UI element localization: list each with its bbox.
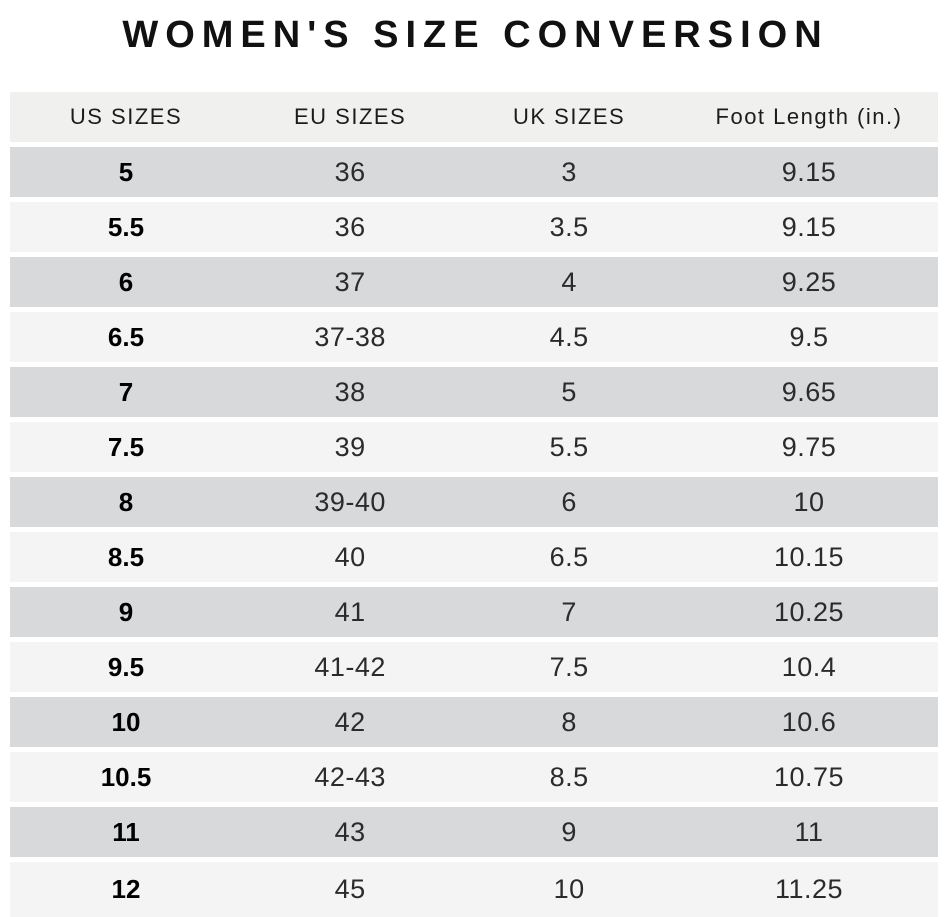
table-row: 5.5 36 3.5 9.15 [10, 202, 938, 252]
cell-uk-size: 7.5 [549, 651, 589, 682]
cell-us-size: 10 [111, 706, 141, 737]
cell-us-size: 8 [118, 486, 134, 517]
cell-foot-length: 9.75 [781, 431, 837, 462]
cell-us-size: 6.5 [107, 321, 145, 352]
table-header-row: US SIZES EU SIZES UK SIZES Foot Length (… [10, 92, 938, 142]
table-row: 7.5 39 5.5 9.75 [10, 422, 938, 472]
cell-uk-size: 5 [561, 376, 577, 407]
cell-eu-size: 42-43 [314, 761, 386, 792]
cell-uk-size: 4.5 [549, 321, 589, 352]
cell-foot-length: 10.25 [773, 596, 845, 627]
cell-foot-length: 10 [793, 486, 825, 517]
cell-eu-size: 41-42 [314, 651, 386, 682]
column-header-foot-length: Foot Length (in.) [715, 104, 903, 129]
page-title: WOMEN'S SIZE CONVERSION [122, 14, 829, 56]
cell-eu-size: 37-38 [314, 321, 386, 352]
cell-foot-length: 10.4 [781, 651, 837, 682]
cell-foot-length: 10.15 [773, 541, 845, 572]
cell-uk-size: 4 [561, 266, 577, 297]
table-row: 6.5 37-38 4.5 9.5 [10, 312, 938, 362]
cell-us-size: 5 [118, 156, 134, 187]
cell-uk-size: 3 [561, 156, 577, 187]
table-row: 7 38 5 9.65 [10, 367, 938, 417]
cell-us-size: 7 [118, 376, 134, 407]
table-row: 6 37 4 9.25 [10, 257, 938, 307]
cell-uk-size: 3.5 [549, 211, 589, 242]
cell-uk-size: 6 [561, 486, 577, 517]
cell-foot-length: 11.25 [774, 874, 844, 904]
cell-uk-size: 8 [561, 706, 577, 737]
column-header-uk-sizes: UK SIZES [512, 104, 626, 129]
cell-foot-length: 11 [794, 816, 824, 847]
cell-eu-size: 36 [334, 211, 366, 242]
cell-foot-length: 10.6 [781, 706, 837, 737]
cell-foot-length: 9.15 [781, 211, 837, 242]
cell-foot-length: 9.5 [789, 321, 829, 352]
cell-foot-length: 9.65 [781, 376, 837, 407]
table-body: 5 36 3 9.15 5.5 36 3.5 9.15 6 37 4 9.25 … [10, 147, 938, 917]
cell-us-size: 5.5 [107, 211, 145, 242]
column-header-eu-sizes: EU SIZES [293, 104, 407, 129]
cell-us-size: 12 [111, 874, 141, 904]
table-row: 8 39-40 6 10 [10, 477, 938, 527]
cell-us-size: 7.5 [107, 431, 145, 462]
size-conversion-table: US SIZES EU SIZES UK SIZES Foot Length (… [10, 92, 938, 917]
table-row: 10 42 8 10.6 [10, 697, 938, 747]
column-header-us-sizes: US SIZES [69, 104, 183, 129]
cell-us-size: 6 [118, 266, 134, 297]
cell-eu-size: 38 [334, 376, 366, 407]
cell-eu-size: 41 [334, 596, 366, 627]
cell-uk-size: 10 [553, 874, 585, 904]
cell-uk-size: 7 [561, 596, 577, 627]
cell-foot-length: 9.25 [781, 266, 837, 297]
table-row: 11 43 9 11 [10, 807, 938, 857]
table-row: 5 36 3 9.15 [10, 147, 938, 197]
table-row: 8.5 40 6.5 10.15 [10, 532, 938, 582]
cell-us-size: 9.5 [107, 651, 145, 682]
cell-eu-size: 39-40 [314, 486, 386, 517]
cell-eu-size: 37 [334, 266, 366, 297]
table-row: 9.5 41-42 7.5 10.4 [10, 642, 938, 692]
cell-us-size: 8.5 [107, 541, 145, 572]
cell-us-size: 11 [112, 816, 140, 847]
cell-uk-size: 8.5 [549, 761, 589, 792]
cell-eu-size: 45 [334, 874, 366, 904]
cell-us-size: 10.5 [100, 761, 152, 792]
cell-eu-size: 39 [334, 431, 366, 462]
cell-eu-size: 43 [334, 816, 366, 847]
cell-uk-size: 9 [561, 816, 577, 847]
cell-eu-size: 42 [334, 706, 366, 737]
table-row: 12 45 10 11.25 [10, 862, 938, 917]
cell-foot-length: 10.75 [773, 761, 845, 792]
cell-eu-size: 40 [334, 541, 366, 572]
table-row: 10.5 42-43 8.5 10.75 [10, 752, 938, 802]
cell-uk-size: 6.5 [549, 541, 589, 572]
cell-uk-size: 5.5 [549, 431, 589, 462]
cell-eu-size: 36 [334, 156, 366, 187]
cell-foot-length: 9.15 [781, 156, 837, 187]
table-row: 9 41 7 10.25 [10, 587, 938, 637]
cell-us-size: 9 [118, 596, 134, 627]
